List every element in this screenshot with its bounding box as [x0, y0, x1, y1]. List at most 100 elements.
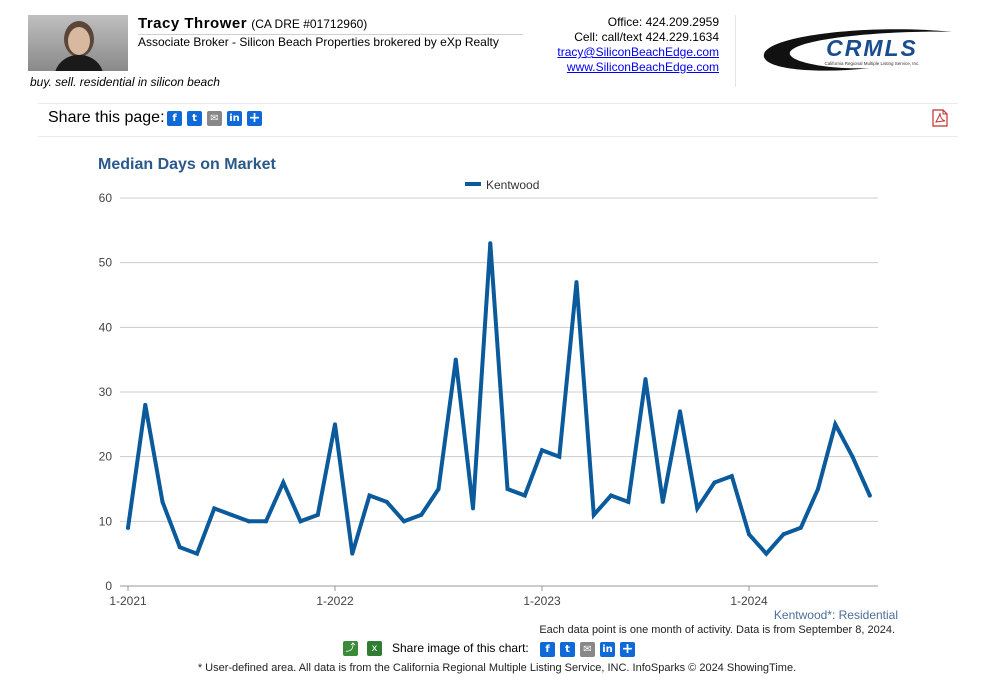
logo-text: CRMLS	[826, 35, 918, 61]
data-point	[177, 545, 182, 550]
data-point	[315, 512, 320, 517]
disclaimer: * User-defined area. All data is from th…	[197, 662, 797, 674]
data-point	[471, 506, 475, 511]
pdf-icon[interactable]	[932, 109, 948, 127]
data-point	[764, 551, 769, 556]
data-point	[436, 487, 441, 491]
name-divider	[138, 34, 523, 35]
data-point	[626, 499, 631, 504]
data-point	[816, 487, 820, 491]
data-point	[453, 357, 458, 362]
chart-twitter-icon[interactable]: t	[560, 642, 575, 657]
data-point	[591, 512, 596, 517]
y-axis: 0 10 20 30 40 50 60	[99, 191, 113, 593]
series-kentwood	[126, 241, 872, 557]
data-point	[281, 480, 286, 485]
data-point	[712, 480, 717, 485]
area-label: Kentwood*: Residential	[773, 608, 898, 622]
data-point	[867, 493, 872, 498]
y-tick-label: 20	[99, 450, 113, 464]
agent-title: Associate Broker - Silicon Beach Propert…	[138, 35, 499, 49]
data-point	[195, 551, 199, 556]
share-chart-icon[interactable]: ⤴	[343, 641, 358, 656]
chart-legend: Kentwood	[465, 178, 539, 192]
header-divider	[735, 15, 736, 87]
agent-name: Tracy Thrower	[138, 15, 248, 32]
twitter-icon[interactable]: t	[187, 111, 202, 126]
chart-share-plus-icon[interactable]: +	[620, 641, 635, 657]
legend-swatch	[465, 182, 481, 186]
chart-email-icon[interactable]: ✉	[580, 642, 595, 657]
chart-share-bar: ⤴ x Share image of this chart: f t ✉ in …	[343, 641, 643, 659]
y-tick-label: 0	[105, 579, 112, 593]
website-link[interactable]: www.SiliconBeachEdge.com	[566, 60, 719, 74]
data-point	[505, 487, 510, 491]
data-point	[522, 493, 527, 498]
data-point	[350, 551, 355, 556]
share-page-icons: f t ✉ in +	[167, 111, 277, 127]
data-note: Each data point is one month of activity…	[539, 624, 895, 636]
data-point	[402, 519, 406, 524]
chart-linkedin-icon[interactable]: in	[600, 642, 615, 657]
data-point	[798, 525, 803, 530]
y-tick-label: 50	[99, 256, 113, 270]
share-plus-icon[interactable]: +	[247, 110, 262, 126]
y-tick-label: 30	[99, 385, 113, 399]
chart-facebook-icon[interactable]: f	[540, 642, 555, 657]
data-point	[298, 519, 303, 524]
data-point	[781, 532, 786, 537]
data-point	[695, 506, 700, 511]
data-point	[850, 454, 855, 459]
data-point	[833, 422, 838, 427]
data-point	[574, 280, 579, 285]
facebook-icon[interactable]: f	[167, 111, 182, 126]
data-point	[540, 448, 544, 453]
data-point	[747, 532, 751, 537]
data-point	[729, 474, 734, 479]
share-bar	[38, 103, 958, 137]
data-point	[488, 241, 493, 246]
agent-name-line: Tracy Thrower (CA DRE #01712960)	[138, 15, 367, 32]
cell-phone: Cell: call/text 424.229.1634	[574, 30, 719, 44]
x-tick-label: 1-2021	[109, 594, 147, 608]
series-line-kentwood	[126, 243, 872, 557]
data-point	[143, 402, 148, 407]
agent-license: (CA DRE #01712960)	[251, 17, 368, 31]
email-link[interactable]: tracy@SiliconBeachEdge.com	[557, 45, 719, 59]
x-tick-label: 1-2024	[730, 594, 768, 608]
agent-photo	[28, 15, 128, 71]
data-point	[212, 506, 217, 511]
y-tick-label: 10	[99, 514, 113, 528]
linkedin-icon[interactable]: in	[227, 111, 242, 126]
email-icon[interactable]: ✉	[207, 111, 222, 126]
agent-tagline: buy. sell. residential in silicon beach	[30, 75, 220, 89]
crmls-logo: CRMLS California Regional Multiple Listi…	[763, 29, 952, 71]
x-axis: 1-2021 1-2022 1-2023 1-2024	[109, 586, 768, 608]
data-point	[229, 512, 234, 517]
x-tick-label: 1-2022	[316, 594, 354, 608]
excel-export-icon[interactable]: x	[367, 641, 382, 656]
y-tick-label: 60	[99, 191, 113, 205]
data-point	[609, 493, 613, 498]
data-point	[333, 422, 337, 427]
office-phone: Office: 424.209.2959	[607, 15, 719, 29]
y-tick-label: 40	[99, 320, 113, 334]
legend-label-kentwood: Kentwood	[486, 178, 539, 192]
data-point	[660, 499, 665, 504]
data-point	[643, 377, 648, 382]
data-point	[678, 409, 682, 414]
share-image-label: Share image of this chart:	[392, 641, 529, 655]
data-point	[264, 519, 268, 524]
data-point	[367, 493, 372, 498]
data-point	[246, 519, 251, 524]
data-point	[160, 499, 165, 504]
chart-title: Median Days on Market	[98, 156, 276, 173]
data-point	[384, 499, 389, 504]
share-page-label: Share this page:	[48, 109, 165, 126]
logo-subtext: California Regional Multiple Listing Ser…	[824, 61, 919, 66]
data-point	[126, 525, 130, 530]
data-point	[419, 512, 424, 517]
x-tick-label: 1-2023	[523, 594, 561, 608]
data-point	[557, 454, 562, 459]
